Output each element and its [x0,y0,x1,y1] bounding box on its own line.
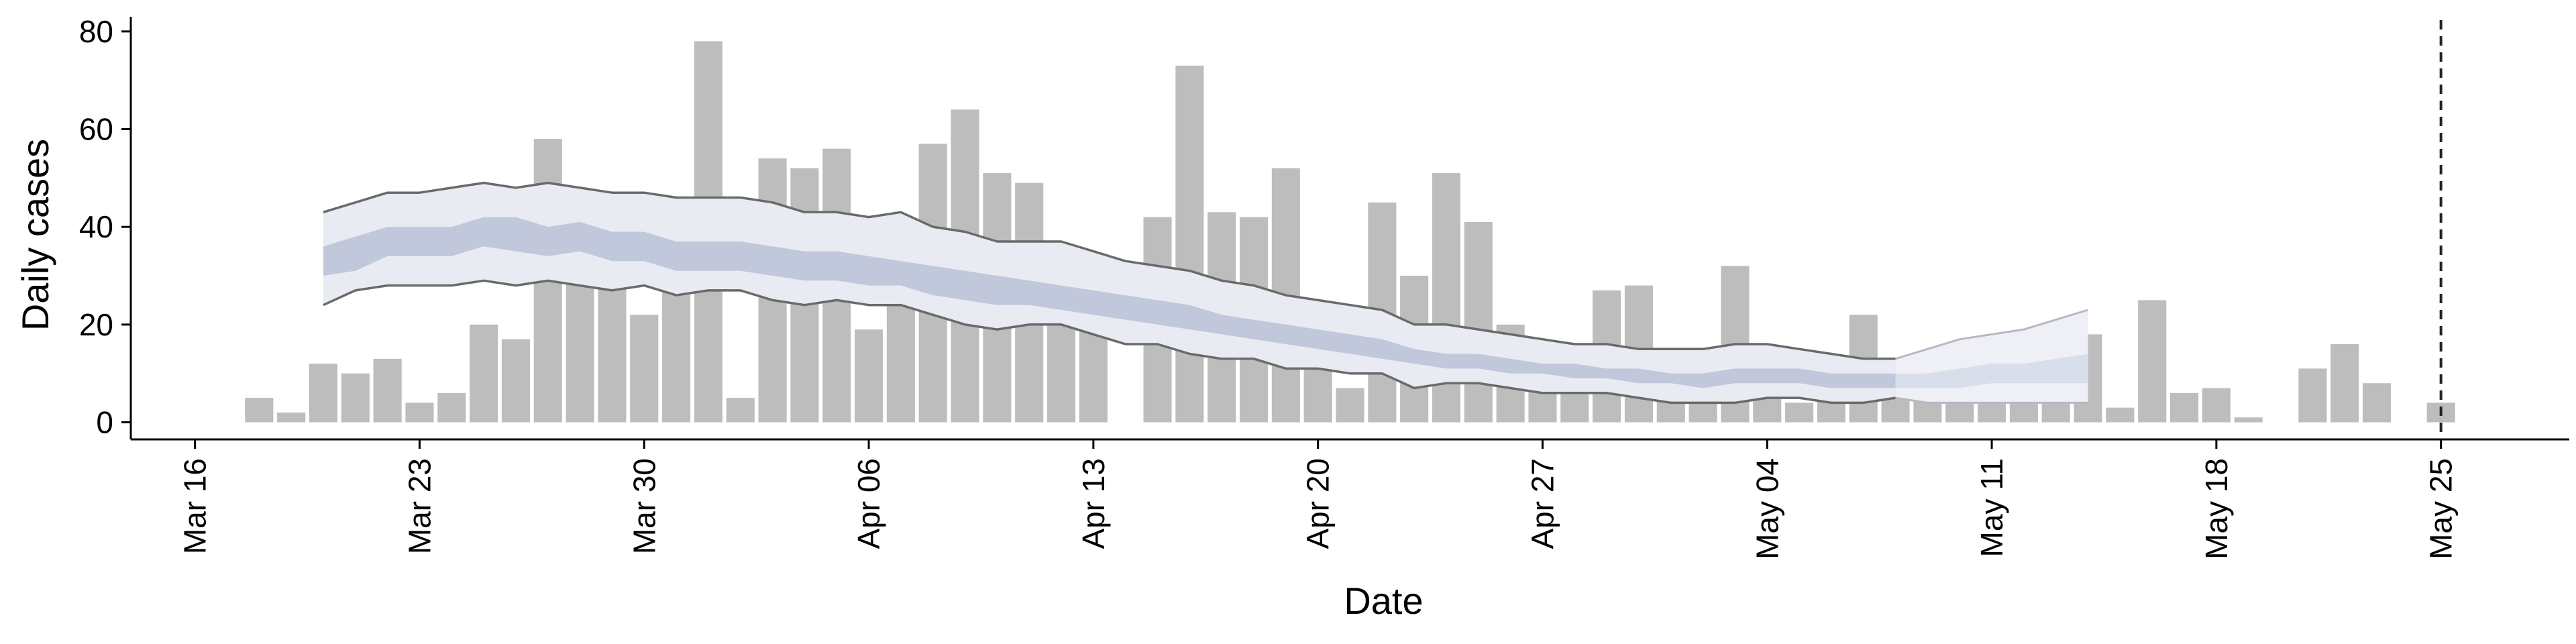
daily-case-bar [2362,383,2392,423]
y-ticks: 0 20 40 60 80 [79,14,131,440]
x-axis-title: Date [1344,580,1423,622]
x-tick-label: Apr 20 [1301,458,1336,549]
x-tick-label: Apr 13 [1076,458,1111,549]
forecast-upper-line [1895,309,2089,360]
model-inner-band [323,217,1896,388]
daily-case-bar [277,412,306,423]
model-outer-band [323,182,1896,403]
forecast-outer-band [1895,310,2088,403]
model-upper-line [323,181,1896,360]
daily-case-bar [2202,388,2231,423]
y-tick-label: 40 [79,209,113,244]
y-tick-label: 20 [79,307,113,342]
daily-case-bar [2330,343,2359,423]
daily-case-bar [405,402,434,423]
daily-case-bar [2138,300,2167,423]
model-bound-lines-layer [323,181,2089,405]
x-tick-label: May 25 [2424,458,2459,559]
y-axis-title: Daily cases [14,139,56,331]
x-tick-label: Mar 30 [627,458,661,554]
y-tick-label: 0 [96,405,113,440]
daily-case-bar [1785,402,1814,423]
daily-case-bar [855,329,883,423]
daily-case-bar [309,364,338,423]
x-tick-label: Apr 06 [851,458,886,549]
daily-case-bar [1175,65,1204,423]
x-tick-label: Mar 23 [402,458,437,554]
x-tick-label: Apr 27 [1525,458,1560,549]
daily-case-bar [1336,388,1364,423]
x-tick-label: May 18 [2199,458,2234,559]
daily-case-bar [501,339,530,423]
forecast-lower-line [1895,396,2088,404]
y-tick-label: 60 [79,112,113,147]
y-tick-label: 80 [79,14,113,49]
daily-case-bar [2106,407,2135,423]
model-lower-line [323,279,1896,405]
x-tick-label: May 04 [1750,458,1784,559]
daily-case-bar [470,324,498,423]
x-ticks: Mar 16 Mar 23 Mar 30 Apr 06 Apr 13 Apr 20 Apr … [178,439,2459,559]
x-tick-label: May 11 [1974,458,2009,557]
daily-case-bar [886,300,915,423]
daily-case-bar [245,398,274,423]
daily-case-bar [630,315,659,423]
x-tick-label: Mar 16 [178,458,213,554]
daily-case-bar [726,398,755,423]
daily-case-bar [1464,221,1493,423]
axes-layer: 0 20 40 60 80 Mar 16 Mar 23 Mar 30 Apr 06 Apr 13… [79,14,2569,559]
model-bands-layer [323,182,2088,403]
daily-case-bar [437,392,466,423]
daily-case-bar [2170,392,2199,423]
daily-case-bar [373,358,402,423]
forecast-inner-band [1895,354,2088,388]
daily-case-bar [2298,368,2327,423]
daily-case-bar [2234,417,2263,423]
daily-case-bar [341,373,370,423]
